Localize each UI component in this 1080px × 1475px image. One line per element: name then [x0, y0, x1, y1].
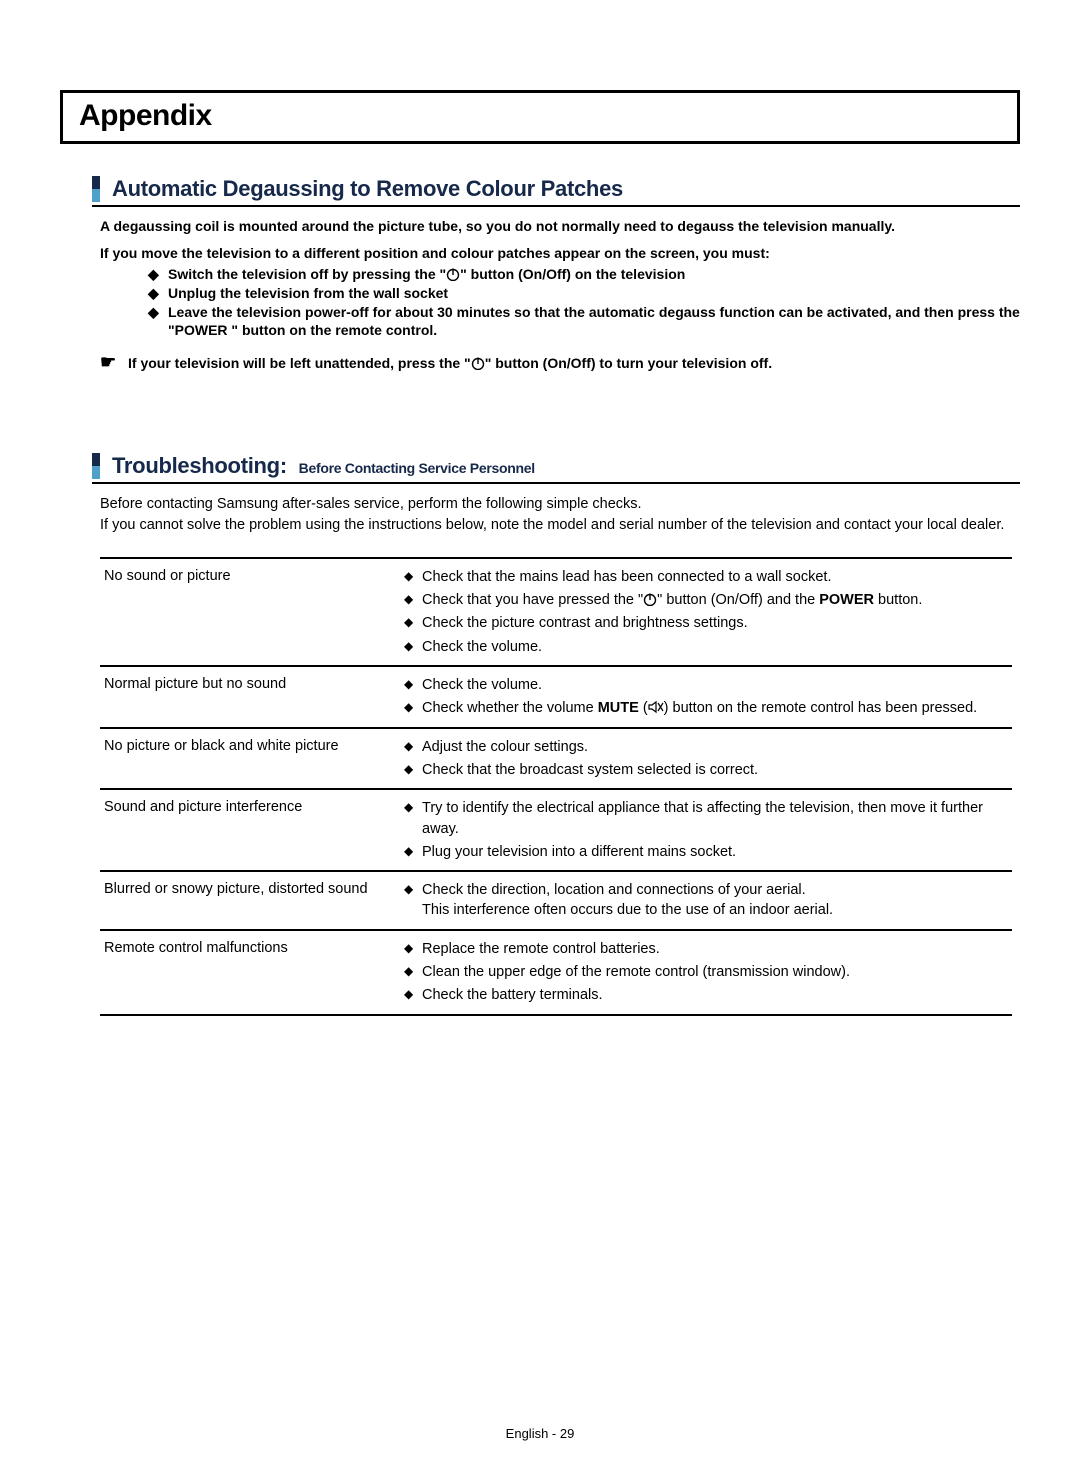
bullet-item: ◆ Switch the television off by pressing … [148, 265, 1020, 284]
diamond-bullet-icon: ◆ [148, 265, 168, 284]
problem-cell: Remote control malfunctions [104, 939, 404, 1006]
table-row: No picture or black and white picture ◆A… [100, 727, 1012, 789]
solution-item: ◆Plug your television into a different m… [404, 842, 1008, 862]
mute-icon [648, 700, 664, 714]
degaussing-bullets: ◆ Switch the television off by pressing … [148, 265, 1020, 341]
diamond-bullet-icon: ◆ [404, 613, 422, 632]
solution-item: ◆Check the volume. [404, 675, 1008, 695]
solution-item: ◆Check that the mains lead has been conn… [404, 567, 1008, 587]
heading-accent-bar [92, 176, 100, 202]
solution-item: ◆Check that the broadcast system selecte… [404, 760, 1008, 780]
section-heading-row: Automatic Degaussing to Remove Colour Pa… [92, 176, 1020, 207]
page-footer: English - 29 [0, 1426, 1080, 1441]
solutions-cell: ◆Check that the mains lead has been conn… [404, 567, 1008, 657]
bullet-item: ◆ Leave the television power-off for abo… [148, 303, 1020, 341]
diamond-bullet-icon: ◆ [404, 698, 422, 717]
troubleshooting-title: Troubleshooting: Before Contacting Servi… [112, 453, 535, 479]
diamond-bullet-icon: ◆ [404, 760, 422, 779]
solutions-cell: ◆Check the direction, location and conne… [404, 880, 1008, 921]
heading-accent-bar [92, 453, 100, 479]
diamond-bullet-icon: ◆ [148, 284, 168, 303]
bullet-text: Unplug the television from the wall sock… [168, 284, 448, 303]
appendix-header-box: Appendix [60, 90, 1020, 144]
degaussing-intro: A degaussing coil is mounted around the … [100, 217, 1020, 236]
diamond-bullet-icon: ◆ [404, 590, 422, 609]
appendix-title: Appendix [79, 99, 1001, 133]
solution-item: ◆Replace the remote control batteries. [404, 939, 1008, 959]
solution-item: ◆Check that you have pressed the "" butt… [404, 590, 1008, 610]
degaussing-title: Automatic Degaussing to Remove Colour Pa… [112, 176, 623, 202]
troubleshooting-section: Troubleshooting: Before Contacting Servi… [92, 453, 1020, 1015]
problem-cell: No sound or picture [104, 567, 404, 657]
diamond-bullet-icon: ◆ [404, 939, 422, 958]
bullet-item: ◆ Unplug the television from the wall so… [148, 284, 1020, 303]
table-row: Sound and picture interference ◆Try to i… [100, 788, 1012, 870]
solutions-cell: ◆Adjust the colour settings. ◆Check that… [404, 737, 1008, 781]
table-row: Normal picture but no sound ◆Check the v… [100, 665, 1012, 727]
problem-cell: Sound and picture interference [104, 798, 404, 862]
solution-item: ◆Clean the upper edge of the remote cont… [404, 962, 1008, 982]
solution-item: ◆Try to identify the electrical applianc… [404, 798, 1008, 839]
problem-cell: Normal picture but no sound [104, 675, 404, 719]
problem-cell: Blurred or snowy picture, distorted soun… [104, 880, 404, 921]
solution-item: ◆Adjust the colour settings. [404, 737, 1008, 757]
note-row: ☛ If your television will be left unatte… [100, 354, 1020, 373]
bullet-text: Switch the television off by pressing th… [168, 265, 685, 284]
problem-cell: No picture or black and white picture [104, 737, 404, 781]
table-row: Blurred or snowy picture, distorted soun… [100, 870, 1012, 929]
diamond-bullet-icon: ◆ [404, 567, 422, 586]
power-icon [446, 267, 460, 281]
diamond-bullet-icon: ◆ [404, 842, 422, 861]
solution-item: ◆Check the direction, location and conne… [404, 880, 1008, 921]
solution-item: ◆Check whether the volume MUTE () button… [404, 698, 1008, 718]
solution-item: ◆Check the picture contrast and brightne… [404, 613, 1008, 633]
diamond-bullet-icon: ◆ [404, 675, 422, 694]
solution-item: ◆Check the volume. [404, 637, 1008, 657]
diamond-bullet-icon: ◆ [404, 880, 422, 899]
diamond-bullet-icon: ◆ [148, 303, 168, 322]
solution-item: ◆Check the battery terminals. [404, 985, 1008, 1005]
solutions-cell: ◆Replace the remote control batteries. ◆… [404, 939, 1008, 1006]
diamond-bullet-icon: ◆ [404, 637, 422, 656]
solutions-cell: ◆Check the volume. ◆Check whether the vo… [404, 675, 1008, 719]
hand-point-icon: ☛ [100, 353, 128, 371]
troubleshooting-table: No sound or picture ◆Check that the main… [100, 557, 1012, 1016]
section-heading-row: Troubleshooting: Before Contacting Servi… [92, 453, 1020, 484]
solutions-cell: ◆Try to identify the electrical applianc… [404, 798, 1008, 862]
diamond-bullet-icon: ◆ [404, 985, 422, 1004]
troubleshooting-intro: Before contacting Samsung after-sales se… [100, 494, 1020, 535]
diamond-bullet-icon: ◆ [404, 798, 422, 817]
troubleshooting-subtitle: Before Contacting Service Personnel [299, 460, 535, 476]
power-icon [643, 592, 657, 606]
power-icon [471, 356, 485, 370]
diamond-bullet-icon: ◆ [404, 962, 422, 981]
diamond-bullet-icon: ◆ [404, 737, 422, 756]
table-row: Remote control malfunctions ◆Replace the… [100, 929, 1012, 1016]
bullet-text: Leave the television power-off for about… [168, 303, 1020, 341]
table-row: No sound or picture ◆Check that the main… [100, 557, 1012, 665]
degaussing-lead: If you move the television to a differen… [100, 244, 1020, 263]
note-text: If your television will be left unattend… [128, 354, 772, 373]
degaussing-section: Automatic Degaussing to Remove Colour Pa… [92, 176, 1020, 373]
